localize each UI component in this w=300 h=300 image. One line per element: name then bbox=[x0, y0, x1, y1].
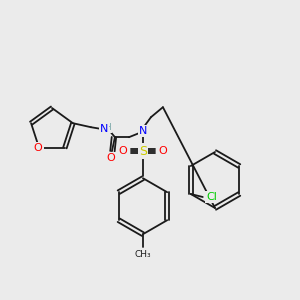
Text: O: O bbox=[34, 143, 42, 153]
Text: N: N bbox=[139, 126, 147, 136]
Text: N: N bbox=[100, 124, 108, 134]
Text: O: O bbox=[158, 146, 167, 156]
Text: O: O bbox=[118, 146, 127, 156]
Text: S: S bbox=[139, 145, 147, 158]
Text: CH₃: CH₃ bbox=[135, 250, 151, 259]
Text: H: H bbox=[104, 123, 111, 132]
Text: O: O bbox=[106, 153, 115, 163]
Text: Cl: Cl bbox=[206, 192, 217, 202]
